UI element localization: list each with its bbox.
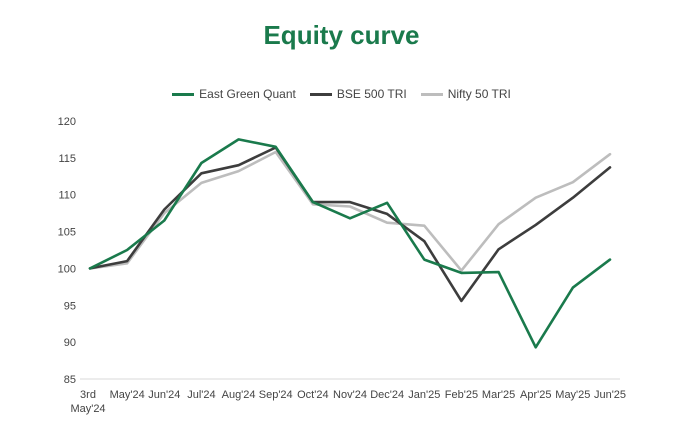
y-tick-label: 90 [64, 337, 76, 349]
legend-label-east-green-quant: East Green Quant [199, 87, 296, 101]
x-tick-label: Nov'24 [333, 389, 367, 401]
chart-title: Equity curve [263, 20, 420, 50]
x-tick-label: Oct'24 [297, 389, 328, 401]
x-tick-label: Jan'25 [408, 389, 440, 401]
y-tick-label: 110 [58, 190, 76, 202]
y-tick-label: 115 [58, 153, 76, 165]
chart-legend: East Green Quant BSE 500 TRI Nifty 50 TR… [0, 87, 683, 101]
legend-label-nifty-50-tri: Nifty 50 TRI [447, 87, 511, 101]
y-tick-label: 85 [64, 374, 76, 386]
x-tick-label: May'25 [555, 389, 590, 401]
series-line-nifty-50-tri [88, 150, 612, 272]
x-tick-label: Feb'25 [445, 389, 478, 401]
legend-item-east-green-quant: East Green Quant [172, 87, 296, 101]
x-tick-label: Aug'24 [222, 389, 256, 401]
legend-label-bse-500-tri: BSE 500 TRI [336, 87, 407, 101]
x-tick-label: Jun'25 [594, 389, 626, 401]
x-tick-label: Sep'24 [259, 389, 293, 401]
legend-item-bse-500-tri: BSE 500 TRI [309, 87, 407, 101]
legend-swatch-nifty-50-tri [420, 92, 443, 96]
y-tick-label: 95 [64, 300, 76, 312]
legend-swatch-east-green-quant [172, 92, 195, 96]
y-tick-label: 100 [58, 263, 76, 275]
series-line-east-green-quant [88, 138, 612, 349]
legend-item-nifty-50-tri: Nifty 50 TRI [420, 87, 511, 101]
x-tick-label: Dec'24 [370, 389, 404, 401]
y-tick-label: 120 [58, 116, 76, 128]
legend-swatch-bse-500-tri [309, 92, 332, 96]
x-tick-label: Apr'25 [520, 389, 551, 401]
series-line-bse-500-tri [88, 146, 612, 303]
x-tick-label: Jul'24 [187, 389, 215, 401]
y-tick-label: 105 [58, 227, 76, 239]
x-tick-label: Jun'24 [148, 389, 180, 401]
x-tick-label: Mar'25 [482, 389, 515, 401]
x-tick-label: May'24 [110, 389, 145, 401]
x-tick-label: 3rd May'24 [70, 389, 105, 415]
